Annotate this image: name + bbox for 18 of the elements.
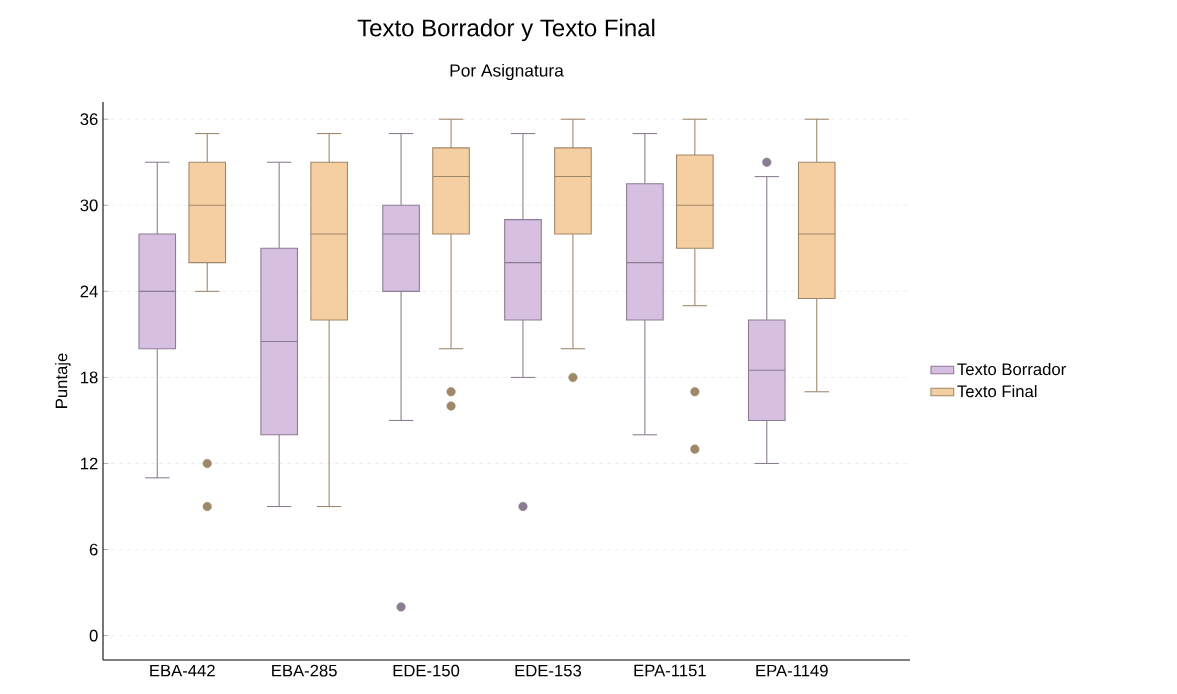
x-tick-label: EDE-150 — [393, 664, 460, 677]
legend-label: Texto Final — [957, 384, 1037, 398]
chart-title: Texto Borrador y Texto Final — [357, 18, 655, 42]
y-tick-label: 6 — [89, 543, 98, 556]
y-tick-label: 24 — [80, 285, 98, 298]
y-tick-label: 0 — [89, 629, 98, 642]
y-tick-label: 12 — [81, 457, 98, 470]
y-tick-label: 36 — [80, 113, 98, 126]
y-tick-label: 18 — [81, 371, 98, 384]
y-tick-label: 30 — [80, 199, 98, 212]
y-axis-title: Puntaje — [55, 353, 71, 408]
legend-label: Texto Borrador — [957, 362, 1066, 376]
x-tick-label: EDE-153 — [515, 664, 582, 677]
x-tick-label: EPA-1151 — [634, 664, 706, 677]
x-tick-label: EBA-442 — [150, 664, 215, 677]
x-tick-label: EPA-1149 — [756, 664, 828, 677]
x-tick-label: EBA-285 — [272, 664, 337, 677]
chart-subtitle: Por Asignatura — [450, 63, 564, 81]
